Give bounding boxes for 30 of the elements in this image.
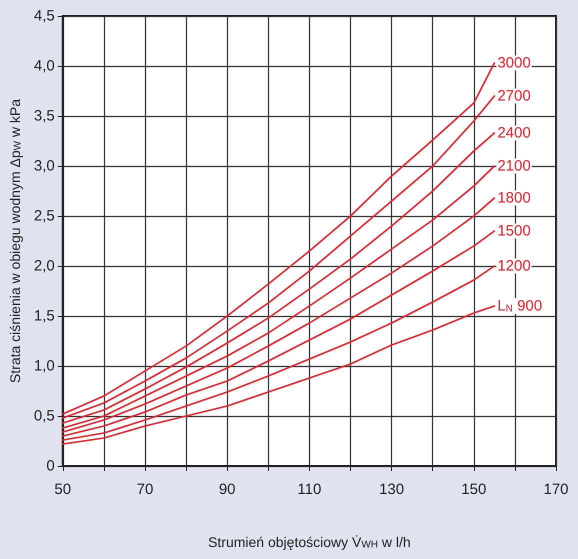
series-label: 1200 (497, 258, 531, 274)
y-tick-label: 2,5 (34, 208, 55, 224)
y-tick-label: 3,0 (34, 158, 55, 174)
x-tick-label: 70 (136, 481, 154, 498)
y-axis-title: Strata ciśnienia w obiegu wodnym ΔpW w kPa (7, 98, 24, 384)
line-series (62, 230, 496, 437)
line-series (62, 265, 496, 441)
x-axis-title: Strumień objętościowy V̇WH w l/h (208, 534, 411, 550)
y-tick-label: 4,0 (34, 58, 55, 74)
series-label: 2400 (497, 124, 531, 142)
series-label: 1500 (497, 222, 531, 240)
y-tick-label: 0 (46, 458, 55, 474)
x-tick-label: 90 (218, 481, 236, 498)
y-tick-label: 0,5 (34, 408, 55, 424)
x-tick-label: 170 (543, 481, 569, 498)
series-label: 2700 (497, 88, 531, 104)
series-label: 2100 (497, 158, 531, 174)
x-tick-label: 130 (379, 481, 404, 498)
series-label: 1800 (497, 190, 531, 206)
series-label: 3000 (497, 54, 531, 72)
x-tick-label: 150 (461, 481, 486, 498)
series-label: LN 900 (497, 298, 542, 314)
line-series (62, 305, 496, 445)
y-tick-label: 4,5 (34, 8, 55, 24)
y-tick-label: 2,0 (34, 258, 55, 274)
y-tick-label: 1,5 (34, 308, 55, 324)
x-tick-label: 110 (297, 481, 322, 498)
x-tick-label: 50 (54, 481, 72, 498)
y-tick-label: 3,5 (34, 108, 55, 124)
y-tick-label: 1,0 (34, 358, 55, 374)
